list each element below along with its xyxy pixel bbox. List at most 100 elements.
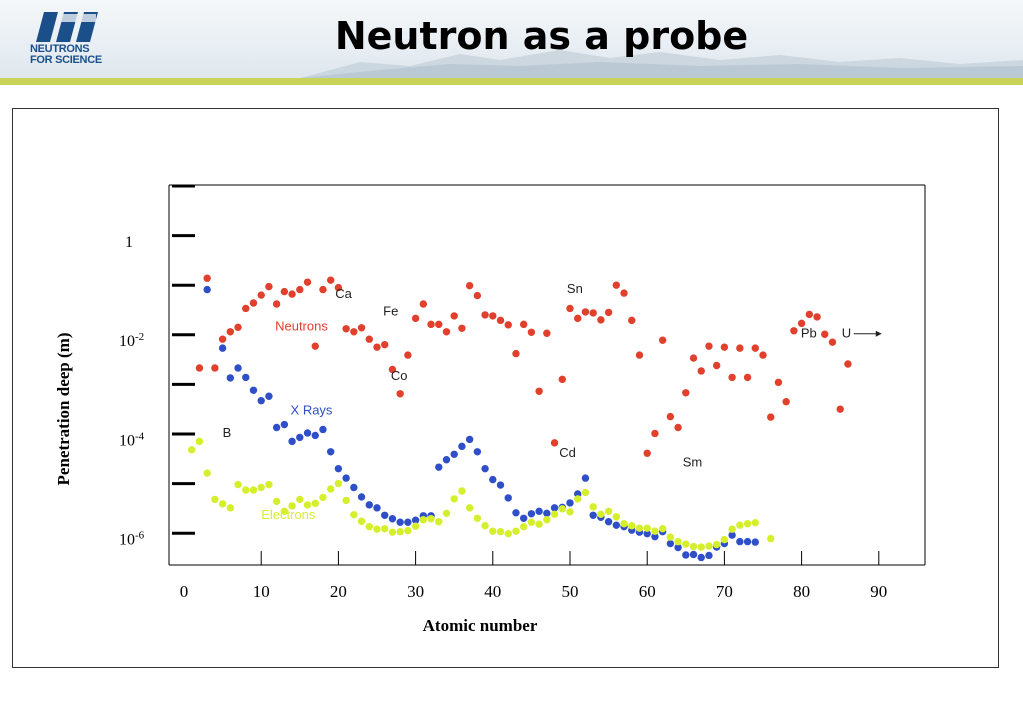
x-rays-point [435, 463, 443, 471]
neutrons-point [288, 290, 296, 298]
electrons-point [767, 534, 775, 543]
logo-text: NEUTRONS FOR SCIENCE [30, 44, 102, 66]
annotation-label: X Rays [291, 403, 333, 418]
neutrons-point [504, 321, 512, 329]
neutrons-point [357, 324, 366, 332]
x-rays-point [651, 532, 659, 541]
neutrons-point [697, 367, 705, 375]
x-rays-point [296, 433, 304, 442]
x-rays-point [473, 448, 482, 456]
neutrons-point [797, 319, 806, 328]
x-rays-point [442, 456, 451, 464]
electrons-point [450, 495, 458, 503]
electrons-point [658, 524, 667, 533]
x-rays-point [465, 435, 474, 444]
x-rays-point [334, 464, 343, 473]
electrons-point [589, 503, 597, 511]
electrons-point [512, 527, 520, 535]
neutrons-point [365, 335, 373, 343]
x-rays-point [381, 511, 389, 519]
neutrons-point [674, 423, 682, 432]
logo-text-line-2: FOR SCIENCE [30, 54, 102, 66]
electrons-point [365, 522, 373, 531]
chart-frame: 1 10-2 10-4 10-6 0 10 20 30 40 50 60 70 80 90 Atomic n… [12, 108, 999, 668]
x-tick-label: 40 [484, 582, 501, 601]
electrons-point [682, 540, 690, 548]
neutrons-point [334, 283, 343, 292]
electrons-point [388, 528, 397, 536]
electrons-point [296, 495, 304, 504]
electrons-point [195, 437, 204, 446]
neutrons-point [589, 309, 597, 317]
neutrons-point [558, 375, 566, 384]
neutrons-point [767, 413, 775, 421]
x-rays-point [566, 499, 574, 507]
x-rays-point [450, 450, 458, 458]
neutrons-point [203, 274, 211, 282]
x-rays-point [342, 474, 350, 482]
x-rays-point [350, 483, 358, 492]
electrons-point [751, 519, 759, 527]
x-rays-point [496, 481, 505, 489]
neutrons-point [597, 316, 605, 324]
neutrons-point [543, 329, 551, 337]
x-rays-point [612, 521, 621, 529]
neutrons-point [612, 281, 621, 289]
neutrons-point [651, 429, 659, 438]
electrons-point [712, 540, 721, 549]
neutrons-point [712, 361, 721, 370]
mountain-background [300, 50, 1023, 78]
electrons-point [519, 522, 528, 531]
x-rays-point [272, 423, 281, 432]
x-rays-point [203, 285, 211, 294]
neutrons-point [774, 378, 783, 387]
neutrons-point [828, 338, 837, 346]
electrons-point [373, 525, 381, 533]
electrons-point [427, 515, 435, 523]
y-tick-label: 10-2 [119, 331, 144, 350]
x-rays-point [550, 504, 559, 512]
electrons-point [620, 520, 628, 528]
neutrons-point [720, 343, 729, 351]
neutrons-point [450, 312, 458, 320]
x-tick-label: 70 [716, 582, 733, 601]
neutrons-point [813, 313, 821, 321]
y-tick-exponent: -4 [135, 430, 145, 442]
electrons-point [442, 509, 451, 518]
electrons-point [697, 543, 705, 551]
neutrons-point [620, 289, 628, 297]
neutrons-point [736, 344, 744, 352]
x-rays-point [311, 431, 319, 440]
x-rays-point [265, 392, 273, 400]
x-rays-point [504, 494, 512, 502]
electrons-point [543, 516, 551, 524]
x-rays-point [527, 510, 536, 518]
neutrons-point [226, 328, 235, 336]
electrons-point [689, 542, 698, 551]
x-tick-label: 30 [407, 582, 424, 601]
electrons-point [211, 495, 219, 504]
u-arrow-head-icon [875, 330, 882, 337]
neutrons-point [442, 328, 451, 336]
electrons-point [357, 517, 366, 525]
electrons-point [265, 480, 273, 489]
electrons-point [535, 520, 543, 528]
annotation-label: Sm [683, 455, 703, 470]
electrons-point [458, 487, 466, 495]
neutrons-point [311, 342, 319, 350]
x-rays-point [326, 448, 335, 456]
electrons-point [465, 504, 474, 512]
x-rays-point [288, 437, 296, 446]
x-rays-point [666, 539, 675, 548]
neutrons-point [566, 304, 574, 313]
electrons-point [743, 520, 752, 528]
neutrons-point [705, 342, 713, 350]
electrons-point [728, 525, 736, 533]
neutrons-point [489, 312, 497, 320]
neutrons-point [303, 278, 312, 286]
neutrons-point [388, 365, 397, 374]
electrons-point [257, 483, 265, 492]
neutrons-point [743, 373, 752, 382]
neutrons-point [527, 328, 536, 336]
neutrons-point [836, 405, 844, 413]
